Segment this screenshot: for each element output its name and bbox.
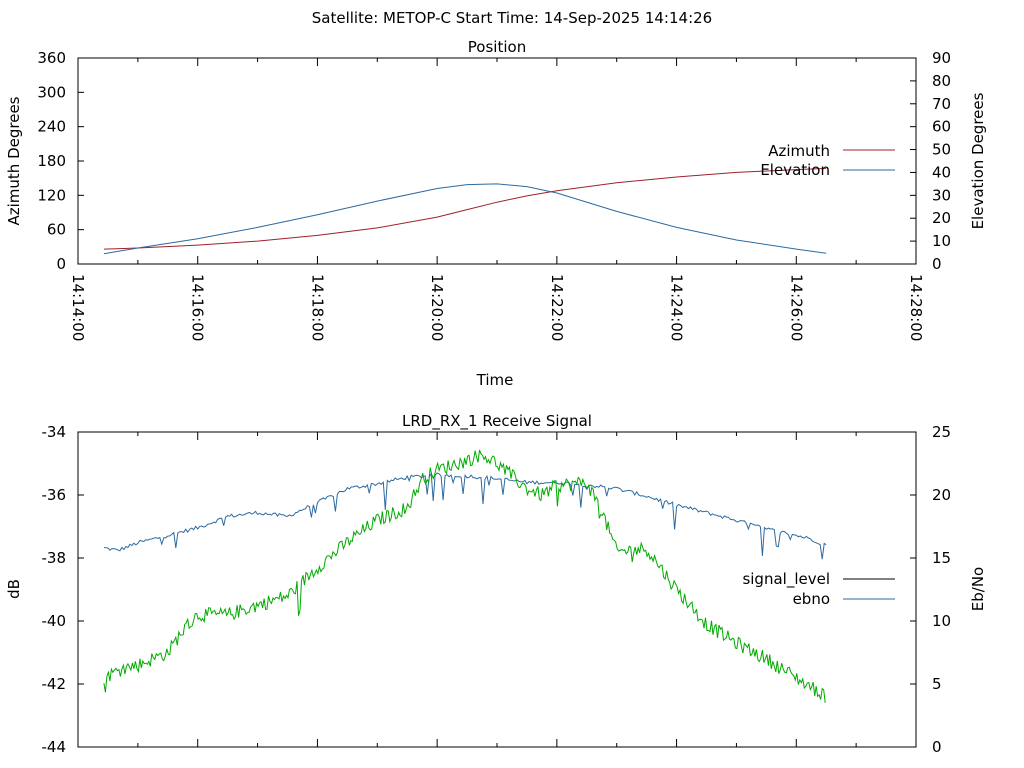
- legend-label-azimuth: Azimuth: [768, 142, 830, 160]
- y-tick-label: 240: [37, 118, 66, 136]
- y-tick-label: 60: [47, 221, 66, 239]
- signal-y-axis-label: dB: [5, 579, 23, 599]
- y2-tick-label: 0: [932, 255, 942, 273]
- y-tick-label: 360: [37, 49, 66, 67]
- x-tick-label: 14:24:00: [668, 274, 686, 341]
- position-chart: Position 0 60 120 180 240 300 360 0 10 20 30 40 50 6…: [5, 38, 987, 389]
- y2-tick-label: 25: [932, 423, 951, 441]
- x-tick-label: 14:22:00: [548, 274, 566, 341]
- y-tick-label: 120: [37, 186, 66, 204]
- x-tick-label: 14:14:00: [69, 274, 87, 341]
- legend-label-elevation: Elevation: [760, 161, 830, 179]
- series-line-elevation: [103, 183, 827, 255]
- signal-series: [103, 449, 827, 703]
- series-line-azimuth: [103, 167, 827, 250]
- position-y2-tick-labels: 0 10 20 30 40 50 60 70 80 90: [932, 49, 951, 273]
- position-series: [103, 167, 827, 255]
- y-tick-label: -34: [42, 423, 67, 441]
- y-tick-label: 0: [56, 255, 66, 273]
- signal-axis-ticks: [77, 431, 917, 748]
- series-line-green-trace: [103, 449, 826, 703]
- x-tick-label: 14:28:00: [907, 274, 925, 341]
- receive-signal-chart: LRD_RX_1 Receive Signal -44-42-40-38-36-…: [5, 412, 987, 756]
- legend-label-signal-level: signal_level: [742, 570, 830, 589]
- y-tick-label: -40: [42, 612, 67, 630]
- y2-tick-label: 0: [932, 738, 942, 756]
- position-x-tick-labels: 14:14:00 14:16:00 14:18:00 14:20:00 14:22:00…: [69, 274, 925, 341]
- position-x-axis-label: Time: [476, 371, 514, 389]
- position-y-axis-label: Azimuth Degrees: [5, 96, 23, 225]
- y-tick-label: -42: [42, 675, 67, 693]
- y2-tick-label: 5: [932, 675, 942, 693]
- position-axis-ticks: [77, 57, 917, 265]
- y2-tick-label: 20: [932, 209, 951, 227]
- y2-tick-label: 30: [932, 186, 951, 204]
- y2-tick-label: 15: [932, 549, 951, 567]
- signal-y2-tick-labels: 0 5 10 15 20 25: [932, 423, 951, 756]
- x-tick-label: 14:20:00: [428, 274, 446, 341]
- y2-tick-label: 60: [932, 118, 951, 136]
- position-chart-title: Position: [468, 38, 526, 56]
- y2-tick-label: 90: [932, 49, 951, 67]
- figure-header: Satellite: METOP-C Start Time: 14-Sep-20…: [312, 9, 712, 27]
- position-y2-axis-label: Elevation Degrees: [969, 92, 987, 229]
- y2-tick-label: 80: [932, 72, 951, 90]
- y2-tick-label: 10: [932, 232, 951, 250]
- signal-y-tick-labels: -44 -42 -40 -38 -36 -34: [42, 423, 67, 756]
- series-line-ebno: [103, 471, 827, 560]
- y2-tick-label: 10: [932, 612, 951, 630]
- y-tick-label: 180: [37, 152, 66, 170]
- x-tick-label: 14:26:00: [787, 274, 805, 341]
- position-y-tick-labels: 0 60 120 180 240 300 360: [37, 49, 66, 273]
- y2-tick-label: 20: [932, 486, 951, 504]
- y-tick-label: -44: [42, 738, 67, 756]
- y-tick-label: -36: [42, 486, 67, 504]
- signal-chart-title: LRD_RX_1 Receive Signal: [402, 412, 592, 431]
- y2-tick-label: 50: [932, 141, 951, 159]
- y-tick-label: 300: [37, 83, 66, 101]
- legend-label-ebno: ebno: [793, 590, 830, 608]
- position-legend: Azimuth Elevation: [760, 142, 895, 179]
- y2-tick-label: 70: [932, 95, 951, 113]
- y2-tick-label: 40: [932, 163, 951, 181]
- signal-y2-axis-label: Eb/No: [969, 567, 987, 611]
- signal-legend: signal_level ebno: [742, 570, 895, 608]
- x-tick-label: 14:18:00: [308, 274, 326, 341]
- y-tick-label: -38: [42, 549, 67, 567]
- x-tick-label: 14:16:00: [189, 274, 207, 341]
